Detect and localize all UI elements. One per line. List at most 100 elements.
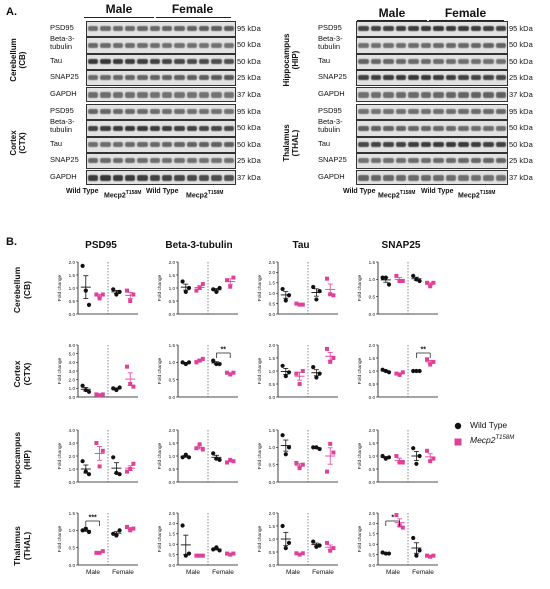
data-point-mecp2 (431, 456, 436, 461)
data-point-wild-type (411, 446, 416, 451)
blot-band (186, 158, 197, 164)
blot-band (162, 59, 173, 65)
data-point-mecp2 (94, 441, 99, 445)
data-point-wild-type (286, 293, 292, 298)
blot-band (470, 42, 481, 48)
blot-band (199, 59, 210, 65)
blot-band (383, 42, 394, 48)
blot-band (420, 59, 431, 65)
blot-band (420, 26, 431, 32)
blot-band (495, 42, 506, 48)
y-tick-label: 1.0 (69, 386, 76, 391)
x-label-female: Female (312, 569, 334, 576)
blot-band (211, 42, 222, 48)
blot-band (370, 26, 381, 32)
y-tick-label: 1.0 (69, 528, 76, 533)
data-point-mecp2 (425, 280, 429, 285)
y-tick-label: 1.0 (69, 467, 76, 472)
blot-band (88, 142, 99, 148)
kda-label: 25 kDa (237, 73, 261, 82)
data-point-wild-type (280, 523, 285, 529)
blot-band (112, 109, 123, 115)
data-point-wild-type (83, 526, 88, 531)
data-point-wild-type (214, 456, 219, 461)
blot-band (199, 174, 210, 181)
data-point-wild-type (311, 445, 316, 450)
blot-band (223, 142, 234, 148)
blot-band (483, 75, 494, 81)
kda-label: 95 kDa (509, 24, 533, 33)
y-tick-label: 0.5 (369, 467, 376, 472)
y-tick-label: 1.5 (169, 343, 176, 348)
male-bracket-right (357, 20, 427, 21)
data-point-mecp2 (131, 526, 136, 531)
data-point-mecp2 (394, 371, 399, 376)
blot-strip (356, 104, 508, 120)
blot-band (458, 26, 469, 32)
blot-band (358, 109, 369, 115)
blot-band (149, 125, 160, 131)
blot-band (495, 59, 506, 65)
blot-band (223, 109, 234, 115)
blot-band (211, 75, 222, 81)
data-point-wild-type (317, 371, 322, 376)
blot-band (112, 26, 123, 32)
data-point-wild-type (386, 282, 392, 287)
blot-band (149, 109, 160, 115)
data-point-mecp2 (394, 454, 399, 458)
blot-band (162, 174, 173, 181)
data-point-wild-type (386, 551, 392, 556)
y-tick-label: 1.0 (369, 277, 376, 282)
blot-band (408, 125, 419, 131)
blot-band (433, 91, 444, 98)
blot-band (88, 75, 99, 81)
male-bracket (84, 17, 154, 18)
y-axis-label: Fold change (157, 274, 163, 301)
data-point-mecp2 (325, 276, 329, 281)
data-point-mecp2 (394, 273, 399, 278)
blot-band (370, 142, 381, 148)
y-tick-label: 0.0 (369, 563, 376, 568)
kda-label: 95 kDa (237, 24, 261, 33)
protein-label: PSD95 (318, 23, 342, 32)
y-tick-label: 2.0 (369, 521, 376, 526)
y-tick-label: 1.5 (169, 532, 176, 537)
blot-band (100, 59, 111, 65)
blot-strip (356, 54, 508, 70)
significance-label: ** (421, 347, 427, 354)
y-tick-label: 0.0 (269, 480, 276, 485)
data-point-mecp2 (225, 460, 229, 465)
blot-band (370, 91, 381, 98)
genotype-label-wt-male: Wild Type (66, 188, 99, 195)
data-point-mecp2 (100, 549, 105, 554)
blot-band (358, 91, 369, 98)
column-header-beta3tubulin: Beta-3-tubulin (165, 240, 233, 251)
data-point-wild-type (311, 365, 316, 370)
data-point-wild-type (383, 551, 388, 556)
kda-label: 50 kDa (509, 140, 533, 149)
blot-band (174, 59, 185, 65)
kda-label: 50 kDa (237, 123, 261, 132)
blot-band (458, 42, 469, 48)
blot-band (470, 109, 481, 115)
data-point-mecp2 (194, 446, 199, 451)
protein-label: Beta-3- tubulin (50, 117, 75, 134)
blot-band (223, 42, 234, 48)
blot-band (483, 125, 494, 131)
data-point-wild-type (186, 360, 192, 365)
y-tick-label: 2.0 (169, 428, 176, 433)
y-tick-label: 1.0 (369, 542, 376, 547)
blot-band (211, 59, 222, 65)
blot-band (137, 91, 148, 98)
blot-band (458, 125, 469, 131)
data-point-mecp2 (197, 286, 202, 290)
data-point-mecp2 (100, 448, 105, 453)
kda-label: 95 kDa (237, 107, 261, 116)
blot-band (383, 109, 394, 115)
blot-band (420, 174, 431, 181)
genotype-label-wt-female-right: Wild Type (421, 188, 454, 195)
blot-band (383, 142, 394, 148)
data-point-wild-type (380, 367, 385, 372)
blot-band (211, 142, 222, 148)
blot-band (395, 174, 406, 181)
